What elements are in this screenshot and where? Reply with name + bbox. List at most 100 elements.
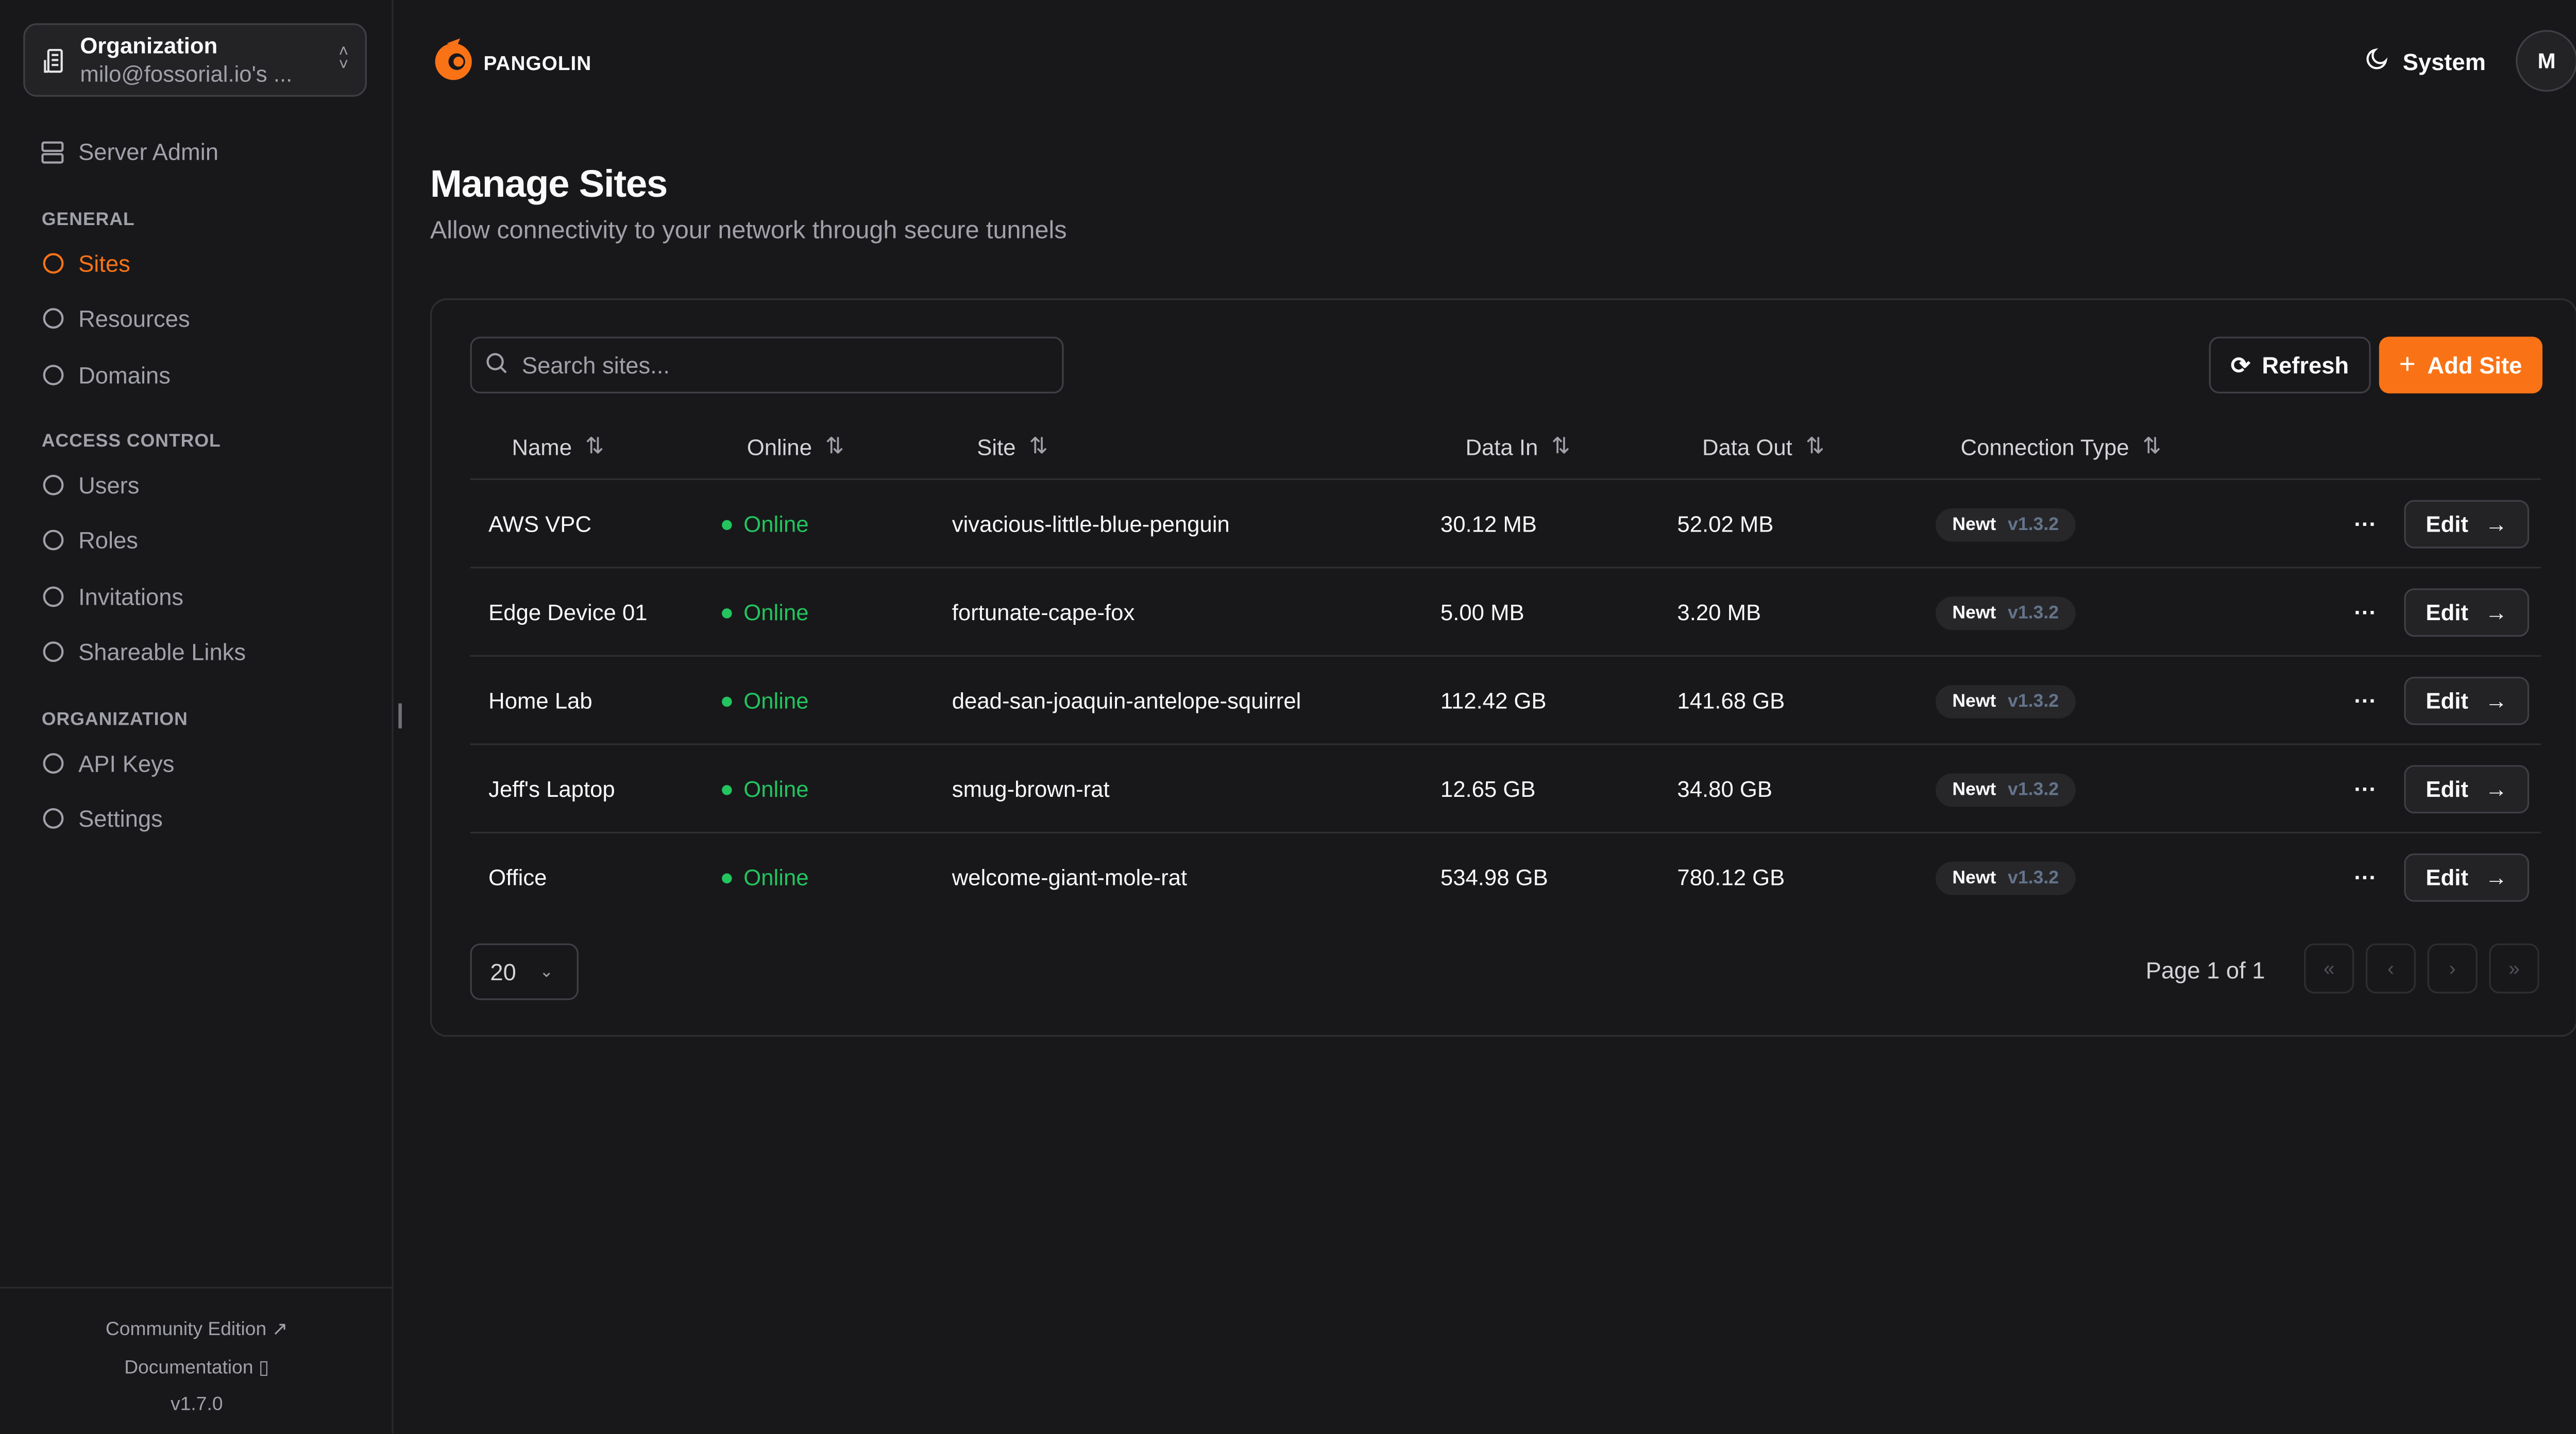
sidebar-item-shareable-links[interactable]: Shareable Links [40, 639, 246, 665]
theme-toggle[interactable]: System [2366, 47, 2486, 75]
sidebar-item-api-keys[interactable]: API Keys [40, 750, 174, 777]
edit-button[interactable]: Edit → [2404, 765, 2530, 814]
brand-name: PANGOLIN [483, 50, 592, 75]
data-out: 3.20 MB [1677, 600, 1761, 625]
more-actions-icon[interactable]: ··· [2354, 511, 2377, 537]
sidebar-item-sites[interactable]: Sites [40, 250, 130, 277]
column-header-label: Site [977, 434, 1016, 459]
data-in: 30.12 MB [1440, 511, 1537, 537]
status-dot-icon [722, 873, 732, 883]
sidebar-resize-handle[interactable] [398, 703, 402, 729]
site-id: vivacious-little-blue-penguin [952, 511, 1230, 537]
connection-type: Newt [1952, 867, 1996, 888]
table-row: Jeff's Laptop Online smug-brown-rat 12.6… [470, 743, 2541, 832]
sidebar-footer: Community Edition ↗ Documentation ▯ v1.7… [0, 1287, 394, 1424]
data-out: 34.80 GB [1677, 776, 1773, 802]
status-label: Online [743, 688, 809, 714]
sidebar-section-title: ACCESS CONTROL [41, 432, 221, 452]
column-header-label: Connection Type [1960, 434, 2129, 459]
data-in: 112.42 GB [1440, 688, 1547, 714]
arrow-right-icon: → [2485, 776, 2507, 802]
table-row: Edge Device 01 Online fortunate-cape-fox… [470, 567, 2541, 655]
more-actions-icon[interactable]: ··· [2354, 600, 2377, 625]
connection-type-badge: Newt v1.3.2 [1935, 772, 2076, 806]
edit-button[interactable]: Edit → [2404, 853, 2530, 902]
arrow-right-icon: → [2485, 600, 2507, 625]
column-header[interactable]: Connection Type ⇅ [1961, 433, 2162, 460]
connection-type-badge: Newt v1.3.2 [1935, 507, 2076, 541]
column-header[interactable]: Name ⇅ [512, 433, 604, 460]
data-out: 780.12 GB [1677, 865, 1785, 891]
column-header[interactable]: Data Out ⇅ [1702, 433, 1824, 460]
site-name: AWS VPC [488, 511, 592, 537]
documentation-link[interactable]: Documentation ▯ [0, 1350, 394, 1387]
column-header[interactable]: Site ⇅ [977, 433, 1048, 460]
refresh-button[interactable]: ⟳ Refresh [2209, 336, 2371, 394]
more-actions-icon[interactable]: ··· [2354, 776, 2377, 802]
search-input[interactable]: Search sites... [470, 336, 1064, 394]
connection-version: v1.3.2 [2008, 691, 2059, 711]
arrow-right-icon: → [2485, 511, 2507, 537]
chevrons-right-icon: » [2509, 957, 2520, 980]
connection-type-badge: Newt v1.3.2 [1935, 684, 2076, 718]
key-icon [40, 751, 65, 776]
edit-button[interactable]: Edit → [2404, 676, 2530, 725]
sidebar-item-users[interactable]: Users [40, 471, 140, 499]
sort-icon: ⇅ [1029, 433, 1048, 458]
user-avatar[interactable]: M [2516, 30, 2576, 92]
server-icon [40, 139, 65, 164]
sidebar-item-label: Users [78, 471, 140, 499]
chevron-right-icon: › [2449, 957, 2456, 980]
page-subtitle: Allow connectivity to your network throu… [430, 216, 1067, 245]
sites-icon [40, 251, 65, 276]
edit-button[interactable]: Edit → [2404, 588, 2530, 637]
sidebar-item-server-admin[interactable]: Server Admin [40, 139, 218, 165]
sidebar-item-roles[interactable]: Roles [40, 527, 138, 554]
last-page-button[interactable]: » [2489, 943, 2539, 994]
column-header[interactable]: Online ⇅ [747, 433, 844, 460]
brand-logo[interactable]: PANGOLIN [430, 37, 591, 88]
prev-page-button[interactable]: ‹ [2365, 943, 2416, 994]
edit-button[interactable]: Edit → [2404, 500, 2530, 549]
first-page-button[interactable]: « [2304, 943, 2354, 994]
data-in: 12.65 GB [1440, 776, 1536, 802]
resources-icon [40, 306, 65, 332]
connection-version: v1.3.2 [2008, 602, 2059, 623]
data-out: 52.02 MB [1677, 511, 1774, 537]
org-name: milo@fossorial.io's ... [80, 61, 293, 87]
sidebar-item-resources[interactable]: Resources [40, 305, 190, 332]
add-site-button[interactable]: + Add Site [2379, 336, 2542, 394]
column-header[interactable]: Data In ⇅ [1465, 433, 1570, 460]
community-edition-link[interactable]: Community Edition ↗ [0, 1312, 394, 1350]
sidebar-item-label: Invitations [78, 583, 184, 610]
sidebar-item-label: Settings [78, 806, 163, 833]
sidebar-item-domains[interactable]: Domains [40, 362, 171, 388]
org-label: Organization [80, 33, 218, 59]
site-name: Jeff's Laptop [488, 776, 615, 802]
status-dot-icon [722, 607, 732, 618]
connection-type: Newt [1952, 514, 1996, 535]
next-page-button[interactable]: › [2427, 943, 2478, 994]
sidebar-item-label: Domains [78, 361, 171, 388]
table-row: Home Lab Online dead-san-joaquin-antelop… [470, 655, 2541, 744]
moon-icon [2366, 47, 2389, 75]
site-name: Office [488, 865, 547, 891]
arrow-right-icon: → [2485, 865, 2507, 891]
page-indicator: Page 1 of 1 [2145, 957, 2265, 984]
users-icon [40, 528, 65, 553]
data-in: 5.00 MB [1440, 600, 1524, 625]
more-actions-icon[interactable]: ··· [2354, 865, 2377, 891]
building-icon [42, 47, 67, 73]
page-size-select[interactable]: 20 ⌄ [470, 943, 579, 1000]
status-dot-icon [722, 784, 732, 794]
globe-icon [40, 362, 65, 387]
external-link-icon: ↗ [272, 1320, 288, 1340]
gear-icon [40, 807, 65, 832]
sort-icon: ⇅ [2142, 433, 2162, 458]
sidebar-item-invitations[interactable]: Invitations [40, 583, 183, 610]
sidebar-item-settings[interactable]: Settings [40, 806, 163, 832]
org-switcher[interactable]: Organization milo@fossorial.io's ... ˄ ˅ [23, 23, 367, 97]
connection-type-badge: Newt v1.3.2 [1935, 595, 2076, 629]
column-header-label: Data Out [1702, 434, 1792, 459]
more-actions-icon[interactable]: ··· [2354, 688, 2377, 714]
